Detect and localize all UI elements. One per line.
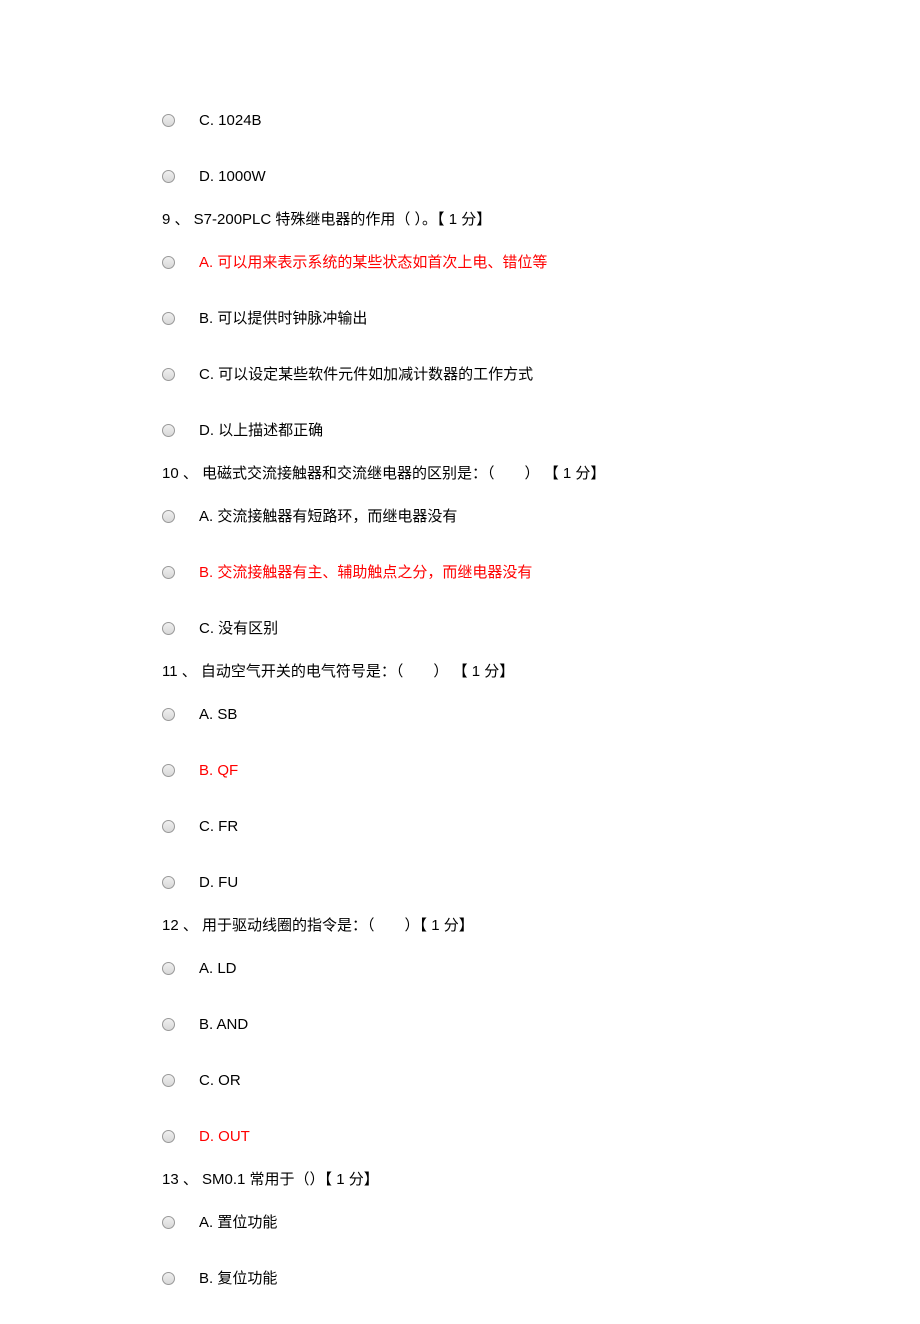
option-row[interactable]: C. 可以设定某些软件元件如加减计数器的工作方式 xyxy=(162,364,920,385)
option-label: B. AND xyxy=(199,1014,248,1035)
option-label: A. LD xyxy=(199,958,237,979)
option-label: C. 可以设定某些软件元件如加减计数器的工作方式 xyxy=(199,364,533,385)
option-row[interactable]: D. 以上描述都正确 xyxy=(162,420,920,441)
option-row[interactable]: D. OUT xyxy=(162,1126,920,1147)
question-text: 13 、 SM0.1 常用于（）【 1 分】 xyxy=(162,1169,920,1190)
option-row[interactable]: B. 可以提供时钟脉冲输出 xyxy=(162,308,920,329)
question-text: 12 、 用于驱动线圈的指令是：（ ）【 1 分】 xyxy=(162,915,920,936)
radio-icon[interactable] xyxy=(162,962,175,975)
option-label: C. 1024B xyxy=(199,110,262,131)
question-text: 11 、 自动空气开关的电气符号是：（ ） 【 1 分】 xyxy=(162,661,920,682)
option-row[interactable]: D. FU xyxy=(162,872,920,893)
radio-icon[interactable] xyxy=(162,1272,175,1285)
option-row[interactable]: C. 1024B xyxy=(162,110,920,131)
radio-icon[interactable] xyxy=(162,876,175,889)
option-row[interactable]: A. SB xyxy=(162,704,920,725)
radio-icon[interactable] xyxy=(162,764,175,777)
option-label: B. QF xyxy=(199,760,238,781)
option-label: A. 可以用来表示系统的某些状态如首次上电、错位等 xyxy=(199,252,547,273)
radio-icon[interactable] xyxy=(162,1018,175,1031)
radio-icon[interactable] xyxy=(162,424,175,437)
radio-icon[interactable] xyxy=(162,256,175,269)
option-label: A. 交流接触器有短路环，而继电器没有 xyxy=(199,506,457,527)
option-label: C. 没有区别 xyxy=(199,618,278,639)
option-label: D. 1000W xyxy=(199,166,266,187)
option-row[interactable]: B. 交流接触器有主、辅助触点之分，而继电器没有 xyxy=(162,562,920,583)
option-label: B. 复位功能 xyxy=(199,1268,277,1289)
option-row[interactable]: B. AND xyxy=(162,1014,920,1035)
radio-icon[interactable] xyxy=(162,1130,175,1143)
option-label: A. 置位功能 xyxy=(199,1212,277,1233)
option-row[interactable]: C. OR xyxy=(162,1070,920,1091)
option-label: D. FU xyxy=(199,872,238,893)
option-row[interactable]: D. 1000W xyxy=(162,166,920,187)
question-text: 10 、 电磁式交流接触器和交流继电器的区别是：（ ） 【 1 分】 xyxy=(162,463,920,484)
option-row[interactable]: A. 置位功能 xyxy=(162,1212,920,1233)
option-row[interactable]: C. 没有区别 xyxy=(162,618,920,639)
option-row[interactable]: B. 复位功能 xyxy=(162,1268,920,1289)
radio-icon[interactable] xyxy=(162,566,175,579)
radio-icon[interactable] xyxy=(162,1216,175,1229)
option-label: B. 交流接触器有主、辅助触点之分，而继电器没有 xyxy=(199,562,532,583)
option-row[interactable]: C. FR xyxy=(162,816,920,837)
radio-icon[interactable] xyxy=(162,170,175,183)
question-text: 9 、 S7-200PLC 特殊继电器的作用（ ）。【 1 分】 xyxy=(162,209,920,230)
option-label: D. 以上描述都正确 xyxy=(199,420,323,441)
option-label: C. FR xyxy=(199,816,238,837)
option-row[interactable]: A. 交流接触器有短路环，而继电器没有 xyxy=(162,506,920,527)
option-row[interactable]: B. QF xyxy=(162,760,920,781)
option-label: D. OUT xyxy=(199,1126,250,1147)
radio-icon[interactable] xyxy=(162,114,175,127)
quiz-content: C. 1024B D. 1000W 9 、 S7-200PLC 特殊继电器的作用（ … xyxy=(162,110,920,1324)
option-row[interactable]: A. 可以用来表示系统的某些状态如首次上电、错位等 xyxy=(162,252,920,273)
radio-icon[interactable] xyxy=(162,510,175,523)
option-label: A. SB xyxy=(199,704,237,725)
radio-icon[interactable] xyxy=(162,820,175,833)
radio-icon[interactable] xyxy=(162,1074,175,1087)
radio-icon[interactable] xyxy=(162,368,175,381)
radio-icon[interactable] xyxy=(162,708,175,721)
radio-icon[interactable] xyxy=(162,312,175,325)
radio-icon[interactable] xyxy=(162,622,175,635)
option-label: C. OR xyxy=(199,1070,241,1091)
option-label: B. 可以提供时钟脉冲输出 xyxy=(199,308,367,329)
option-row[interactable]: A. LD xyxy=(162,958,920,979)
